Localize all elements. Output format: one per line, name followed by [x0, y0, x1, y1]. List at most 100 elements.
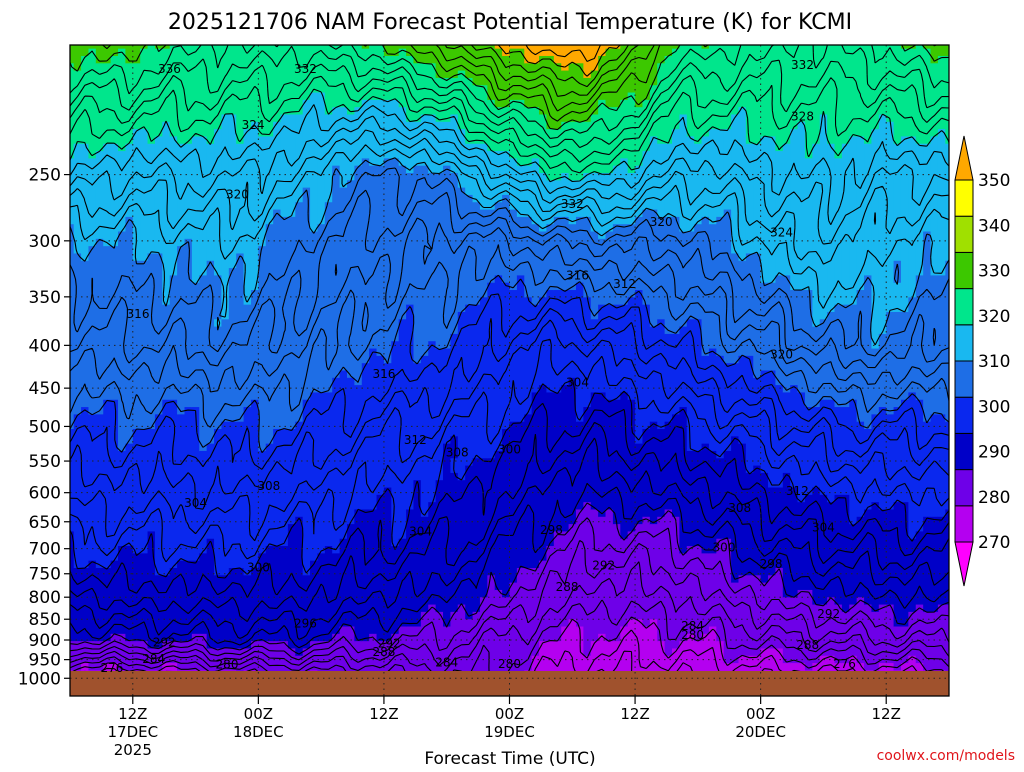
contour-fill-cell	[147, 45, 156, 145]
credit-link[interactable]: coolwx.com/models	[877, 748, 1015, 764]
contour-fill-cell	[383, 99, 392, 159]
contour-fill-cell	[450, 472, 459, 613]
contour-fill-cell	[819, 45, 828, 116]
contour-label: 300	[498, 443, 521, 457]
contour-fill-cell	[568, 290, 577, 379]
contour-fill-cell	[88, 414, 97, 562]
contour-fill-cell	[516, 421, 525, 569]
contour-fill-cell	[273, 641, 282, 679]
contour-fill-cell	[228, 114, 237, 269]
contour-fill-cell	[184, 238, 193, 408]
contour-fill-cell	[70, 224, 75, 430]
contour-fill-cell	[125, 641, 134, 671]
contour-fill-cell	[856, 136, 865, 291]
contour-fill-cell	[125, 63, 134, 145]
contour-fill-cell	[708, 450, 717, 554]
contour-fill-cell	[598, 392, 607, 518]
contour-fill-cell	[273, 429, 282, 547]
contour-fill-cell	[590, 319, 599, 394]
contour-fill-cell	[502, 597, 511, 686]
contour-fill-cell	[428, 45, 437, 64]
contour-fill-cell	[701, 216, 710, 357]
contour-fill-cell	[716, 355, 725, 459]
contour-fill-cell	[228, 268, 237, 423]
contour-fill-cell	[819, 319, 828, 401]
contour-fill-cell	[162, 45, 171, 50]
contour-fill-cell	[627, 224, 636, 298]
contour-fill-cell	[376, 45, 385, 101]
contour-fill-cell	[214, 575, 223, 650]
contour-fill-cell	[191, 560, 200, 635]
contour-fill-cell	[672, 414, 680, 518]
contour-fill-cell	[679, 326, 688, 408]
contour-fill-cell	[804, 290, 813, 408]
contour-fill-cell	[561, 216, 570, 291]
colorbar-lower-arrow	[954, 541, 974, 587]
contour-fill-cell	[273, 209, 282, 430]
contour-fill-cell	[516, 275, 525, 423]
contour-fill-cell	[369, 348, 378, 511]
contour-fill-cell	[804, 407, 813, 496]
contour-fill-cell	[73, 641, 82, 671]
contour-fill-cell	[154, 136, 163, 255]
contour-fill-cell	[310, 92, 319, 233]
contour-fill-cell	[598, 99, 607, 174]
contour-fill-cell	[502, 429, 511, 598]
contour-fill-cell	[590, 509, 599, 642]
contour-label: 324	[242, 118, 265, 132]
contour-fill-cell	[686, 450, 695, 547]
contour-fill-cell	[250, 290, 259, 401]
y-tick-label: 550	[29, 452, 61, 472]
contour-fill-cell	[221, 575, 230, 650]
contour-fill-cell	[494, 107, 503, 152]
contour-fill-cell	[627, 297, 636, 401]
contour-label: 276	[100, 661, 123, 675]
contour-fill-cell	[487, 282, 496, 459]
contour-fill-cell	[509, 45, 518, 50]
contour-fill-cell	[738, 443, 747, 576]
contour-fill-cell	[228, 45, 237, 116]
contour-fill-cell	[768, 370, 777, 489]
contour-fill-cell	[457, 129, 466, 189]
contour-fill-cell	[81, 55, 90, 145]
contour-fill-cell	[494, 275, 503, 452]
contour-fill-cell	[317, 392, 326, 554]
contour-fill-cell	[243, 648, 252, 671]
x-tick-label: 12Z	[369, 705, 398, 723]
colorbar-label: 330	[978, 262, 1010, 282]
contour-fill-cell	[745, 253, 754, 357]
contour-fill-cell	[900, 502, 909, 628]
contour-fill-cell	[435, 173, 444, 350]
contour-fill-cell	[332, 553, 341, 635]
contour-fill-cell	[649, 45, 658, 86]
contour-label: 288	[796, 638, 819, 652]
contour-fill-cell	[118, 546, 126, 635]
contour-fill-cell	[664, 333, 673, 423]
contour-fill-cell	[590, 70, 599, 116]
contour-fill-cell	[132, 63, 141, 130]
contour-fill-cell	[864, 509, 873, 606]
contour-fill-cell	[930, 63, 939, 138]
contour-fill-cell	[575, 282, 584, 423]
contour-fill-cell	[391, 99, 400, 159]
contour-fill-cell	[694, 224, 703, 320]
contour-line-348	[470, 45, 629, 88]
contour-fill-cell	[642, 429, 651, 518]
contour-fill-cell	[657, 45, 666, 64]
contour-fill-cell	[745, 45, 754, 145]
contour-fill-cell	[398, 319, 407, 540]
contour-fill-cell	[302, 99, 311, 189]
y-tick-label: 700	[29, 540, 61, 560]
contour-fill-cell	[73, 414, 82, 569]
contour-line-350	[497, 45, 621, 77]
contour-fill-cell	[886, 414, 895, 511]
contour-fill-cell	[236, 421, 245, 569]
contour-fill-cell	[561, 626, 570, 696]
contour-fill-cell	[708, 626, 717, 696]
colorbar-swatch	[954, 360, 974, 398]
contour-fill-cell	[206, 648, 215, 679]
contour-fill-cell	[782, 275, 791, 394]
contour-fill-cell	[95, 414, 104, 569]
contour-fill-cell	[221, 421, 230, 576]
contour-fill-cell	[516, 99, 525, 167]
